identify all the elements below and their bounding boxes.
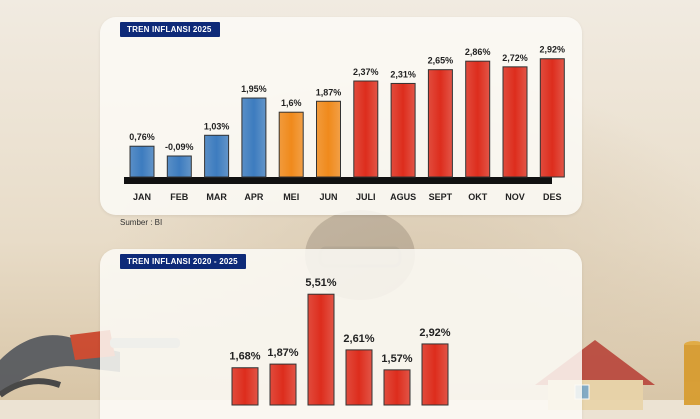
bar [269,363,297,406]
data-label: 1,95% [241,84,267,94]
bar [129,145,155,178]
data-label: 2,37% [353,67,379,77]
bar [316,100,341,178]
category-label: DES [543,192,562,202]
bar [353,80,379,178]
bar [231,367,259,406]
x-axis-line [124,177,552,184]
data-label: 1,68% [229,351,260,363]
bar [345,349,373,406]
data-label: 2,72% [502,53,528,63]
bar [204,134,230,178]
category-label: SEPT [429,192,453,202]
category-label: OKT [468,192,488,202]
category-label: FEB [170,192,189,202]
category-label: JAN [133,192,151,202]
data-label: 2,92% [419,327,450,339]
category-label: MEI [283,192,299,202]
data-label: 1,6% [281,98,302,108]
bar [307,293,335,406]
bar [427,69,453,178]
category-label: MAR [206,192,227,202]
chart-title: TREN INFLANSI 2020 - 2025 [120,254,246,269]
data-label: 2,92% [540,45,566,55]
data-label: 2,31% [390,69,416,79]
bar [465,60,491,178]
bar [241,97,267,178]
bar [278,111,304,178]
bar [421,343,449,406]
category-label: NOV [505,192,525,202]
data-label: 2,65% [428,56,454,66]
yearly-inflation-chart: 1,68% 1,87% 5,51% 2,61% 1,57% 2,92% [229,277,451,406]
data-label: -0,09% [165,142,194,152]
category-label: JUN [319,192,337,202]
category-label: AGUS [390,192,416,202]
data-label: 2,86% [465,47,491,57]
data-label: 1,03% [204,121,230,131]
data-label: 2,61% [343,333,374,345]
data-label: 1,57% [381,353,412,365]
yearly-inflation-card: TREN INFLANSI 2020 - 2025 [100,249,582,419]
chart-title: TREN INFLANSI 2025 [120,22,220,37]
data-label: 1,87% [267,347,298,359]
bar [383,369,411,406]
data-label: 0,76% [129,132,155,142]
bar [166,155,192,178]
bar [390,82,416,178]
category-label: APR [244,192,264,202]
data-label: 5,51% [305,277,336,289]
monthly-inflation-chart: 0,76% JAN -0,09% FEB 1,03% MAR 1,95% APR 1,6% MEI… [124,45,566,202]
data-label: 1,87% [316,87,342,97]
coin-stack-icon [684,341,700,405]
source-note: Sumber : BI [120,218,163,227]
bar [539,58,565,178]
bar [502,66,528,178]
category-label: JULI [356,192,376,202]
